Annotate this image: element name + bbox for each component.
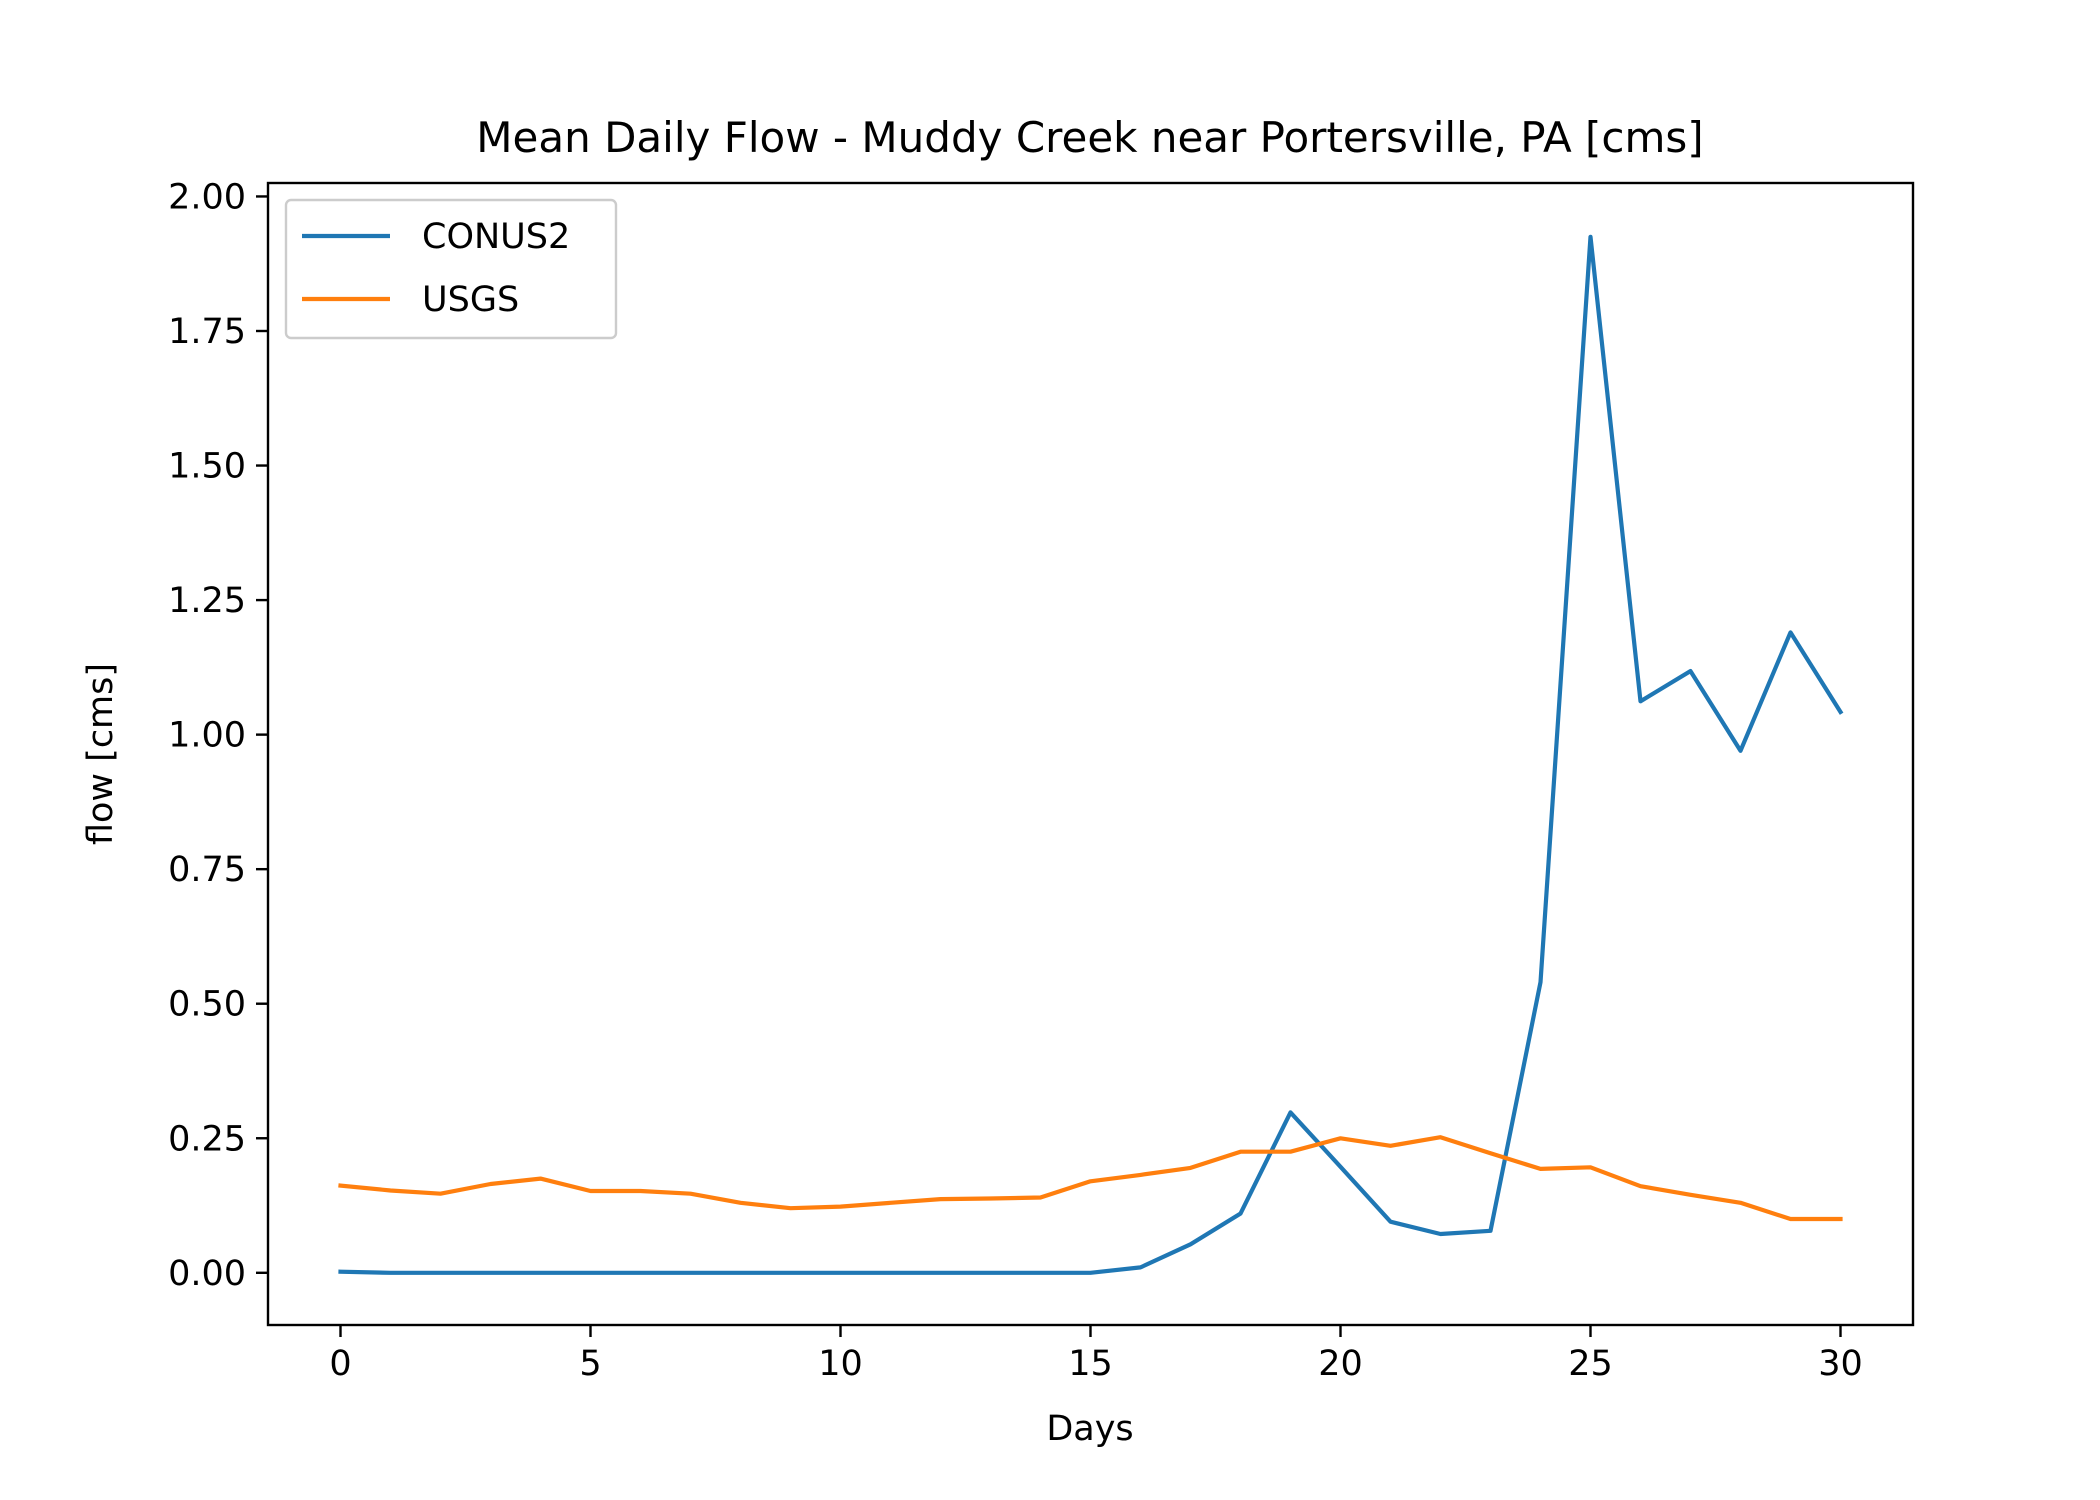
series-line-conus2 xyxy=(338,234,1844,1275)
x-tick-label: 15 xyxy=(1068,1344,1113,1384)
series-line-usgs xyxy=(338,1135,1843,1222)
chart-title: Mean Daily Flow - Muddy Creek near Porte… xyxy=(476,113,1703,162)
y-tick-label: 1.50 xyxy=(168,447,246,487)
x-axis-title: Days xyxy=(1046,1409,1133,1449)
x-tick-label: 10 xyxy=(818,1344,863,1384)
x-tick-label: 25 xyxy=(1568,1344,1613,1384)
y-tick-label: 0.50 xyxy=(168,985,246,1025)
y-tick-label: 0.00 xyxy=(168,1254,246,1294)
plot-area xyxy=(338,234,1844,1275)
x-tick-label: 20 xyxy=(1318,1344,1363,1384)
plot-frame xyxy=(266,181,1915,1327)
y-tick-label: 1.00 xyxy=(168,716,246,756)
y-tick-label: 0.25 xyxy=(168,1119,246,1159)
x-tick-label: 30 xyxy=(1818,1344,1863,1384)
y-tick-label: 2.00 xyxy=(168,177,246,217)
y-tick-label: 1.75 xyxy=(168,312,246,352)
y-tick-label: 0.75 xyxy=(168,850,246,890)
legend: CONUS2 USGS xyxy=(284,198,618,340)
legend-label-conus2: CONUS2 xyxy=(422,217,570,257)
y-tick-label: 1.25 xyxy=(168,581,246,621)
legend-label-usgs: USGS xyxy=(422,280,519,320)
y-axis-title: flow [cms] xyxy=(81,663,121,845)
x-tick-label: 0 xyxy=(329,1344,351,1384)
y-axis: 0.00 0.25 0.50 0.75 1.00 1.25 1.50 1.75 2.00 xyxy=(168,177,268,1294)
x-axis: 0 5 10 15 20 25 30 xyxy=(329,1325,1863,1384)
x-tick-label: 5 xyxy=(579,1344,601,1384)
